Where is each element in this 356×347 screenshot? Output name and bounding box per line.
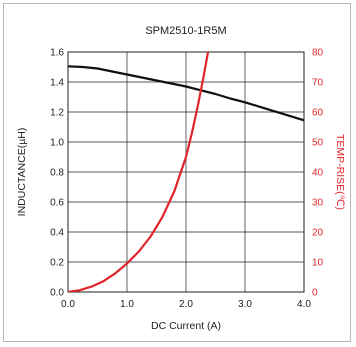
y2-tick-label: 60 bbox=[312, 108, 324, 119]
inductance-temp-rise-chart: SPM2510-1R5M 0.0 1.0 2.0 3.0 4.0 0.0 0.2 0.4 0.6… bbox=[16, 25, 346, 332]
y-axis-title: INDUCTANCE(µH) bbox=[16, 128, 28, 217]
y2-tick-label: 70 bbox=[312, 78, 324, 89]
y-tick-label: 1.6 bbox=[50, 48, 64, 59]
tick-labels: 0.0 1.0 2.0 3.0 4.0 0.0 0.2 0.4 0.6 0.8 1.0 1.2 1.4 1… bbox=[50, 48, 323, 311]
y2-tick-label: 50 bbox=[312, 138, 324, 149]
y-tick-label: 0.6 bbox=[50, 198, 64, 209]
x-tick-label: 4.0 bbox=[297, 299, 311, 310]
x-tick-label: 2.0 bbox=[179, 299, 193, 310]
y2-tick-label: 80 bbox=[312, 48, 324, 59]
y2-tick-label: 10 bbox=[312, 258, 324, 269]
y2-tick-label: 0 bbox=[312, 288, 318, 299]
y-tick-label: 1.2 bbox=[50, 108, 64, 119]
temp-rise-series-line bbox=[68, 52, 210, 292]
y-tick-label: 0.0 bbox=[50, 288, 64, 299]
chart-frame: SPM2510-1R5M 0.0 1.0 2.0 3.0 4.0 0.0 0.2 0.4 0.6… bbox=[3, 3, 351, 342]
x-axis-title: DC Current (A) bbox=[151, 320, 221, 332]
y-tick-label: 1.4 bbox=[50, 78, 64, 89]
y-tick-label: 0.8 bbox=[50, 168, 64, 179]
y2-tick-label: 20 bbox=[312, 228, 324, 239]
y-tick-label: 1.0 bbox=[50, 138, 64, 149]
chart-title: SPM2510-1R5M bbox=[145, 25, 226, 37]
inductance-series-line bbox=[68, 65, 304, 122]
data-series bbox=[68, 52, 304, 292]
y2-axis-title: TEMP-RISE(℃) bbox=[334, 134, 346, 210]
y2-tick-label: 40 bbox=[312, 168, 324, 179]
x-tick-label: 0.0 bbox=[61, 299, 75, 310]
y-tick-label: 0.2 bbox=[50, 258, 64, 269]
plot-area-border bbox=[67, 51, 305, 293]
x-tick-label: 1.0 bbox=[120, 299, 134, 310]
y2-tick-label: 30 bbox=[312, 198, 324, 209]
grid-lines bbox=[67, 51, 305, 293]
x-tick-label: 3.0 bbox=[238, 299, 252, 310]
y-tick-label: 0.4 bbox=[50, 228, 64, 239]
